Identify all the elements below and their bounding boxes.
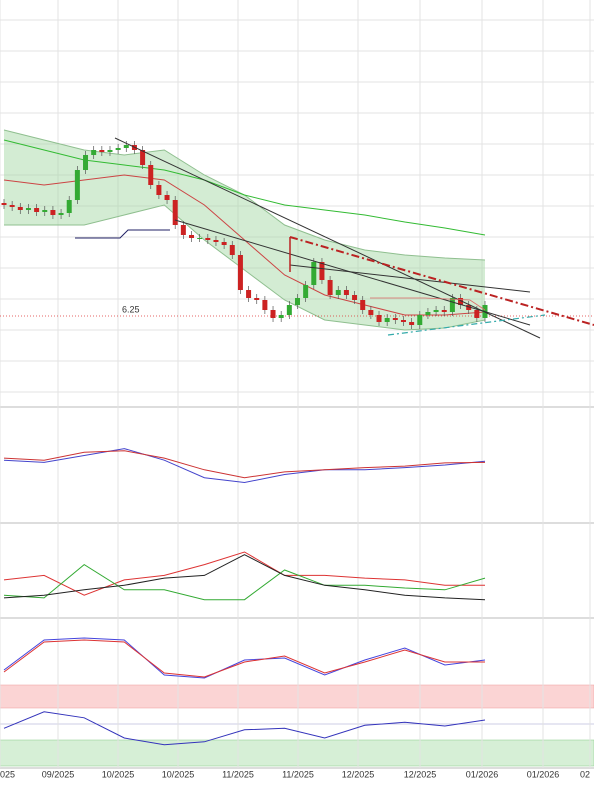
candle [319, 262, 325, 280]
candle [368, 310, 374, 315]
layout [0, 406, 594, 769]
candle [327, 280, 333, 295]
drawings [75, 137, 594, 339]
candle [229, 245, 235, 255]
candle [42, 210, 48, 212]
candle [335, 290, 341, 295]
band [4, 130, 485, 330]
candle [180, 225, 186, 235]
candle [433, 310, 439, 312]
x-tick-label: 02 [580, 769, 590, 779]
candle [213, 240, 219, 242]
x-tick-label: 12/2025 [404, 769, 437, 779]
candle [303, 285, 309, 298]
grid [0, 0, 594, 768]
candle [449, 298, 455, 312]
candle [91, 150, 97, 155]
candle [58, 213, 64, 215]
candle [441, 310, 447, 312]
candle [254, 298, 260, 300]
x-tick-label: 025 [0, 769, 15, 779]
x-tick-label: 12/2025 [342, 769, 375, 779]
indicator-line [3, 554, 486, 601]
indicator-line [3, 711, 486, 746]
candle [466, 305, 472, 310]
candle [66, 200, 72, 213]
candle [17, 207, 23, 210]
indicator-line [3, 448, 486, 484]
indicator-line [3, 637, 486, 679]
candle [376, 315, 382, 322]
price-level-label: 6.25 [122, 304, 140, 314]
candle [352, 295, 358, 300]
candle [360, 300, 366, 310]
candle [83, 155, 89, 170]
candle [286, 305, 292, 315]
candle [392, 318, 398, 320]
candle [409, 322, 415, 325]
marks: 6.25 [0, 129, 594, 746]
indicator-line [3, 551, 485, 596]
candle [205, 238, 211, 240]
overlay-line [4, 204, 486, 331]
x-tick-label: 10/2025 [162, 769, 195, 779]
bollinger-band [4, 130, 485, 330]
candle [25, 208, 31, 210]
candle [458, 298, 464, 305]
candle [123, 145, 129, 148]
candle [9, 205, 15, 207]
candle [74, 170, 80, 200]
candle [311, 262, 317, 285]
candle [115, 148, 121, 150]
x-tick-label: 09/2025 [42, 769, 75, 779]
candle [107, 150, 113, 152]
candle [343, 290, 349, 295]
candle [474, 310, 480, 318]
candle [50, 210, 56, 215]
candle [164, 195, 170, 200]
candle [270, 310, 276, 318]
candle [384, 318, 390, 322]
overlay-line [3, 174, 486, 316]
candle [417, 315, 423, 325]
candle [425, 312, 431, 315]
candle [294, 298, 300, 305]
candle [197, 238, 203, 239]
candle [172, 200, 178, 225]
candle [99, 150, 105, 152]
candle [140, 150, 146, 165]
indicator-line [3, 450, 486, 479]
x-tick-label: 11/2025 [282, 769, 314, 779]
candle [237, 255, 243, 290]
indicator-line [3, 563, 486, 601]
candle [34, 208, 40, 212]
candle [262, 300, 268, 310]
x-tick-label: 10/2025 [102, 769, 135, 779]
indicator-line [3, 639, 485, 678]
candle [400, 320, 406, 322]
x-tick-label: 01/2026 [466, 769, 499, 779]
candle [148, 165, 154, 185]
candle [189, 235, 195, 238]
candle [1, 203, 7, 205]
candle [278, 315, 284, 318]
candle [246, 290, 252, 298]
candle [156, 185, 162, 195]
candle [221, 242, 227, 245]
x-tick-label: 01/2026 [527, 769, 560, 779]
x-tick-label: 11/2025 [222, 769, 254, 779]
